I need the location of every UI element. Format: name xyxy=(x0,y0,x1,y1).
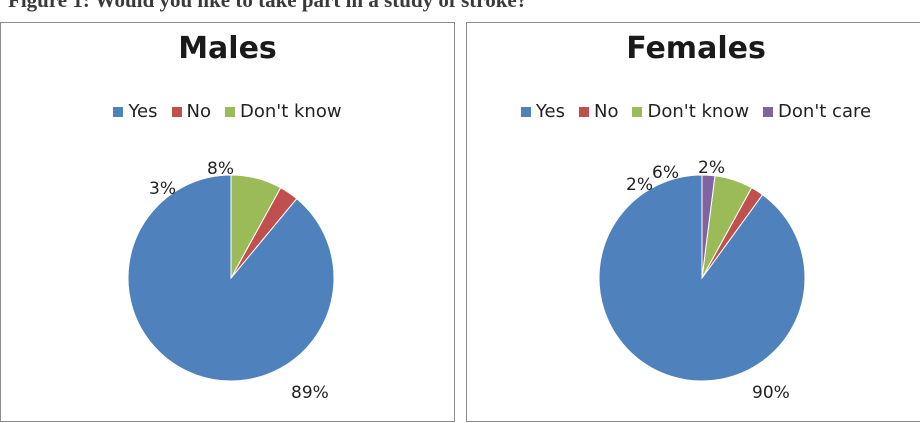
legend-item-yes: Yes xyxy=(113,101,158,122)
legend-label: Don't care xyxy=(778,101,872,122)
figure-caption: Figure 1: Would you like to take part in… xyxy=(8,0,528,12)
legend-label: Don't know xyxy=(239,101,342,122)
data-label-don-t-know: 8% xyxy=(207,159,234,179)
legend-swatch xyxy=(224,106,235,117)
chart-legend: Yes No Don't know Don't care xyxy=(467,101,920,122)
data-label-yes: 90% xyxy=(752,383,790,403)
legend-label: Yes xyxy=(128,101,158,122)
legend-item-dont-know: Don't know xyxy=(632,101,749,122)
legend-label: Yes xyxy=(535,101,565,122)
legend-swatch xyxy=(171,106,182,117)
data-label-don-t-know: 6% xyxy=(652,163,679,183)
legend-item-dont-care: Don't care xyxy=(763,101,871,122)
legend-swatch xyxy=(763,106,774,117)
legend-swatch xyxy=(520,106,531,117)
data-label-yes: 89% xyxy=(291,383,329,403)
data-label-don-t-care: 2% xyxy=(698,158,725,178)
males-pie-chart: 89% 3% 8% xyxy=(127,159,335,403)
pie-slice-don-t-know xyxy=(230,174,282,279)
data-label-no: 2% xyxy=(626,175,653,195)
chart-title: Males xyxy=(178,31,277,66)
legend-item-no: No xyxy=(171,101,211,122)
legend-item-yes: Yes xyxy=(520,101,565,122)
legend-item-no: No xyxy=(578,101,619,122)
legend-label: No xyxy=(593,101,619,122)
data-label-no: 3% xyxy=(149,179,176,199)
legend-swatch xyxy=(113,106,124,117)
legend-label: No xyxy=(186,101,211,122)
chart-legend: Yes No Don't know xyxy=(1,101,454,122)
chart-title: Females xyxy=(626,31,766,66)
females-pie-chart: 90%2%6% 2% xyxy=(598,158,806,403)
males-chart-panel: Males Yes No Don't know 89% 3% 8% xyxy=(0,22,455,422)
legend-label: Don't know xyxy=(647,101,750,122)
figure-caption-strip: Figure 1: Would you like to take part in… xyxy=(0,0,920,18)
legend-swatch xyxy=(632,106,643,117)
females-chart-panel: Females Yes No Don't know Don't care 90%… xyxy=(466,22,920,422)
legend-swatch xyxy=(578,106,589,117)
legend-item-dont-know: Don't know xyxy=(224,101,342,122)
pie-slice-don-t-care xyxy=(701,174,716,279)
